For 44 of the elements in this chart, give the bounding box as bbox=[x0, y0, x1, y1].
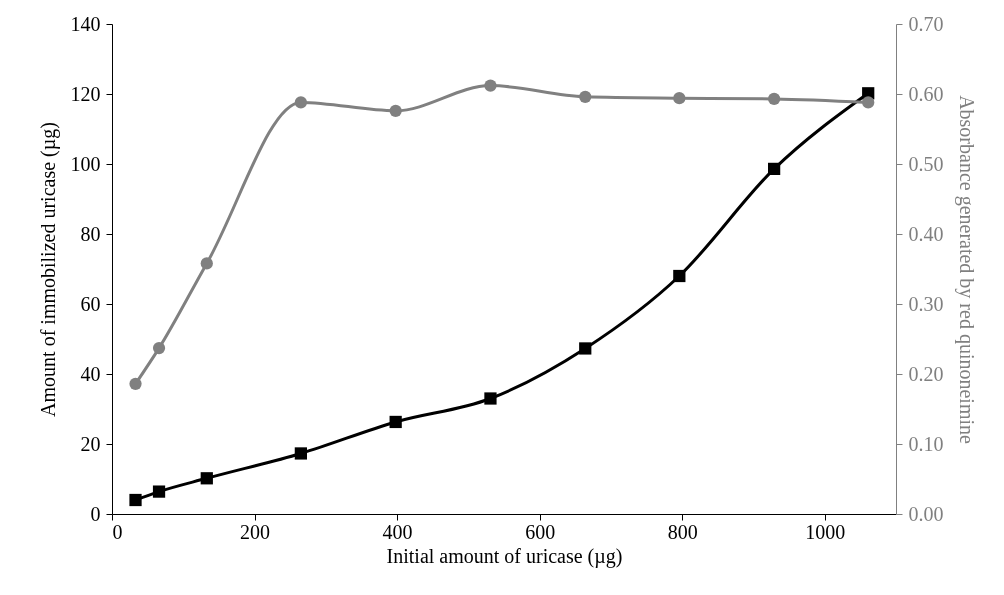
y-axis-title: Amount of immobilized uricase (µg) bbox=[36, 122, 60, 417]
point bbox=[389, 415, 402, 429]
point bbox=[129, 377, 142, 390]
y-tick-label: 140 bbox=[70, 12, 101, 35]
point bbox=[579, 90, 592, 103]
x-tick-label: 1000 bbox=[805, 520, 846, 543]
y2-tick-label: 0.60 bbox=[908, 82, 944, 105]
y-tick-label: 100 bbox=[70, 152, 101, 175]
x-tick-label: 0 bbox=[112, 520, 123, 543]
x-axis-title: Initial amount of uricase (µg) bbox=[386, 544, 623, 568]
point bbox=[484, 392, 497, 405]
x-tick-label: 400 bbox=[382, 520, 413, 543]
point bbox=[152, 485, 166, 498]
point bbox=[129, 493, 142, 507]
x-tick-label: 800 bbox=[667, 520, 698, 543]
y2-axis-title: Absorbance generated by red quinoneimine bbox=[954, 95, 978, 444]
point bbox=[768, 162, 781, 176]
y2-tick-label: 0.10 bbox=[908, 432, 944, 455]
y-tick-label: 60 bbox=[80, 292, 101, 315]
point bbox=[294, 447, 307, 460]
y-tick-label: 120 bbox=[70, 82, 101, 105]
y2-tick-label: 0.30 bbox=[908, 292, 944, 315]
point bbox=[768, 92, 781, 106]
y-tick-label: 20 bbox=[80, 432, 101, 455]
point bbox=[200, 257, 213, 270]
point bbox=[389, 104, 402, 117]
y2-tick-label: 0.40 bbox=[908, 222, 944, 245]
y2-tick-label: 0.20 bbox=[908, 362, 944, 385]
point bbox=[579, 342, 592, 355]
y2-tick-label: 0.00 bbox=[908, 502, 944, 525]
y2-tick-label: 0.70 bbox=[908, 12, 944, 35]
point bbox=[294, 96, 307, 109]
y-tick-label: 40 bbox=[80, 362, 101, 385]
point bbox=[484, 79, 497, 92]
point bbox=[200, 472, 213, 485]
point bbox=[862, 96, 875, 109]
point bbox=[152, 341, 166, 355]
x-tick-label: 200 bbox=[240, 520, 271, 543]
x-tick-label: 600 bbox=[525, 520, 556, 543]
y-tick-label: 0 bbox=[90, 502, 101, 525]
y2-tick-label: 0.50 bbox=[908, 152, 944, 175]
point bbox=[673, 92, 686, 105]
point bbox=[673, 269, 686, 283]
y-tick-label: 80 bbox=[80, 222, 101, 245]
